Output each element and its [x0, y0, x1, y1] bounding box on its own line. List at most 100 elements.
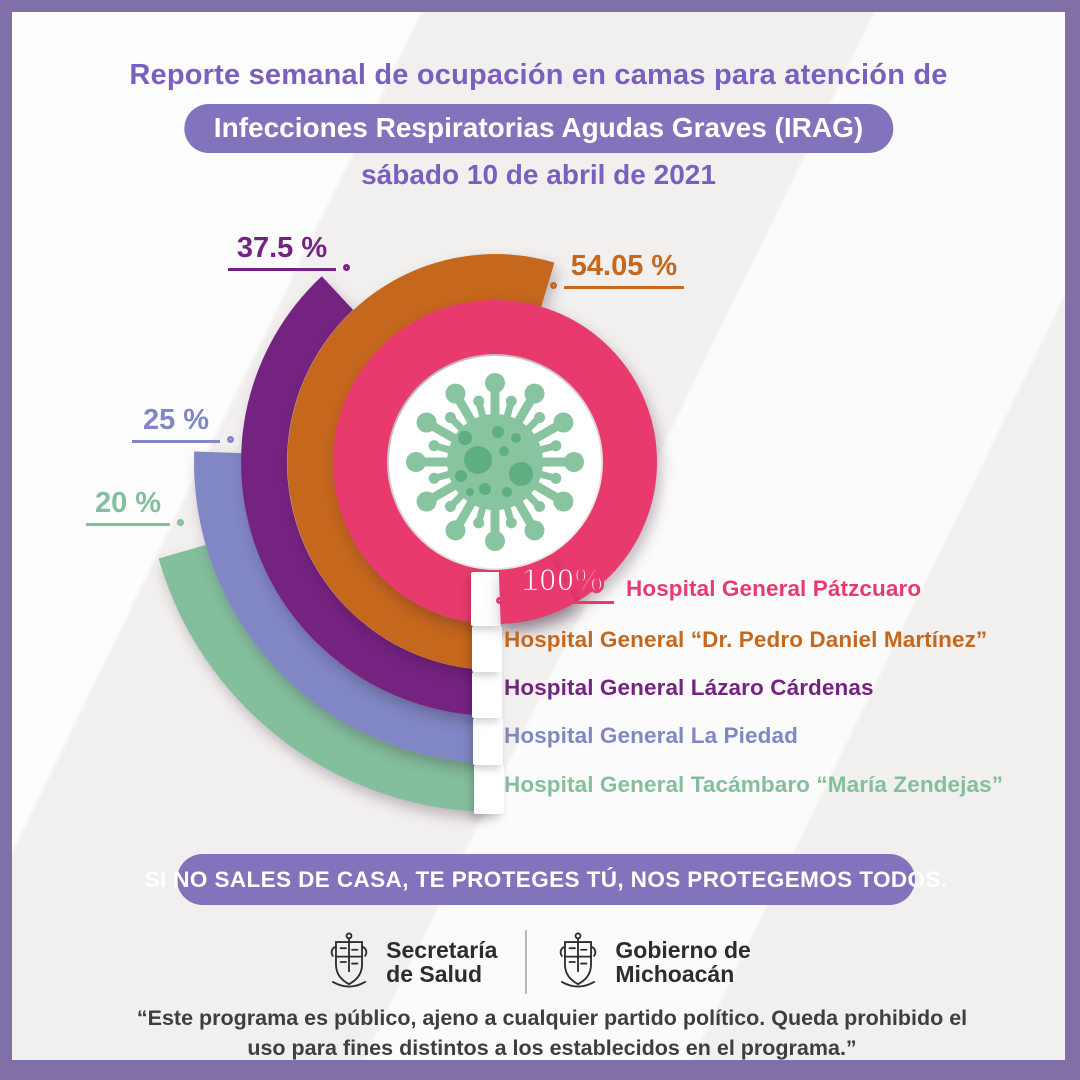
ring-arc-3	[194, 451, 487, 763]
virus-spike-tip	[524, 520, 545, 541]
virus-spot	[464, 446, 492, 474]
virus-spike-tip-small	[534, 411, 546, 423]
virus-spot	[458, 431, 472, 445]
leader-dot	[496, 597, 503, 605]
virus-spot	[509, 462, 533, 486]
virus-spike	[428, 421, 460, 444]
virus-spike-tip	[416, 491, 437, 512]
subtitle-pill: Infecciones Respiratorias Agudas Graves …	[183, 104, 894, 153]
logo-line: de Salud	[386, 961, 482, 987]
ring-arc-4	[158, 545, 485, 812]
virus-spike-small	[524, 417, 540, 433]
virus-spike	[428, 480, 460, 503]
ring-arc-0	[333, 300, 657, 624]
logo-line: Gobierno de	[615, 936, 751, 963]
virus-spike-small	[503, 502, 514, 522]
pct-value: 37.5 %	[236, 232, 328, 264]
leader-line	[496, 597, 614, 605]
virus-spike-tip	[406, 452, 426, 472]
virus-spike-tip	[445, 383, 466, 404]
leader-line	[550, 281, 684, 289]
pct-label-tacambaro: 20 %	[86, 487, 184, 526]
virus-spike-tip-small	[428, 440, 440, 452]
virus-spot	[499, 446, 509, 456]
ring-start-gap	[474, 765, 504, 814]
virus-spike-tip-small	[505, 395, 517, 407]
logo-divider	[525, 930, 528, 994]
pct-value: 100%	[520, 561, 604, 599]
virus-spike-small	[450, 417, 466, 433]
leader-line	[132, 435, 234, 443]
government-logos: Secretaría de Salud Gobierno de Michoacá…	[12, 922, 1065, 1002]
secretaria-salud-crest-icon	[330, 932, 368, 988]
virus-spike	[530, 480, 562, 503]
virus-spike-small	[476, 502, 487, 522]
virus-spike-tip	[485, 373, 505, 393]
ring-arc-1	[287, 254, 555, 670]
virus-spot	[511, 433, 521, 443]
logo-line: Michoacán	[615, 961, 735, 987]
coronavirus-icon	[406, 373, 584, 551]
virus-spike-small	[476, 402, 487, 422]
virus-spike	[454, 395, 477, 427]
leader-dot	[343, 263, 350, 271]
leader-dot	[177, 518, 184, 526]
gobierno-michoacan-name: Gobierno de Michoacán	[615, 936, 751, 987]
pct-value: 25 %	[142, 404, 210, 436]
virus-spike-tip-small	[550, 472, 562, 484]
virus-spike-small	[450, 491, 466, 507]
pct-label-pedro-daniel-martinez: 54.05 %	[550, 250, 684, 289]
virus-spike-tip-small	[444, 501, 456, 513]
pct-label-lazaro-cardenas: 37.5 %	[228, 232, 350, 271]
virus-spike	[513, 395, 536, 427]
virus-spike-tip	[524, 383, 545, 404]
hospital-label-la-piedad: Hospital General La Piedad	[504, 723, 798, 748]
virus-spike	[454, 497, 477, 529]
stay-home-banner: SI NO SALES DE CASA, TE PROTEGES TÚ, NOS…	[145, 854, 947, 905]
chart-hub	[389, 356, 601, 568]
virus-spike-tip-small	[444, 411, 456, 423]
report-date: sábado 10 de abril de 2021	[361, 159, 716, 190]
poster-canvas: Reporte semanal de ocupación en camas pa…	[12, 12, 1065, 1060]
leader-line	[228, 263, 350, 271]
virus-body	[447, 414, 543, 510]
virus-spike	[530, 421, 562, 444]
virus-spike-small	[535, 470, 555, 481]
virus-spike-tip	[564, 452, 584, 472]
legal-disclaimer: “Este programa es público, ajeno a cualq…	[136, 1006, 968, 1060]
hospital-label-lazaro-cardenas: Hospital General Lázaro Cárdenas	[504, 675, 874, 700]
virus-spike-tip-small	[473, 395, 485, 407]
hospital-label-pedro-daniel-martinez: Hospital General “Dr. Pedro Daniel Martí…	[504, 627, 988, 652]
secretaria-salud-name: Secretaría de Salud	[386, 936, 498, 987]
pct-value: 54.05 %	[570, 250, 678, 282]
logo-line: Secretaría	[386, 936, 498, 963]
virus-spike-tip	[553, 491, 574, 512]
virus-spike-tip-small	[534, 501, 546, 513]
ring-arc-2	[241, 276, 488, 716]
leader-dot	[550, 281, 557, 289]
virus-spike-tip	[416, 412, 437, 433]
virus-spot	[455, 470, 467, 482]
virus-spike-small	[535, 443, 555, 454]
page-title: Reporte semanal de ocupación en camas pa…	[129, 59, 948, 91]
virus-spot	[502, 487, 512, 497]
virus-spike-small	[503, 402, 514, 422]
virus-spike-small	[435, 443, 455, 454]
virus-spike-tip	[445, 520, 466, 541]
pct-label-patzcuaro: 100%	[496, 561, 614, 605]
pct-value: 20 %	[94, 487, 162, 519]
virus-spike-tip	[485, 531, 505, 551]
virus-spot	[492, 426, 504, 438]
leader-dot	[227, 435, 234, 443]
virus-spike-tip-small	[473, 517, 485, 529]
virus-spike-tip-small	[505, 517, 517, 529]
ring-start-gap	[472, 672, 502, 718]
virus-spike-small	[524, 491, 540, 507]
virus-spike-tip	[553, 412, 574, 433]
leader-line	[86, 518, 184, 526]
ring-start-gap	[472, 626, 502, 672]
virus-spike-tip-small	[550, 440, 562, 452]
virus-spike-tip-small	[428, 472, 440, 484]
hospital-label-tacambaro: Hospital General Tacámbaro “María Zendej…	[504, 772, 1004, 797]
